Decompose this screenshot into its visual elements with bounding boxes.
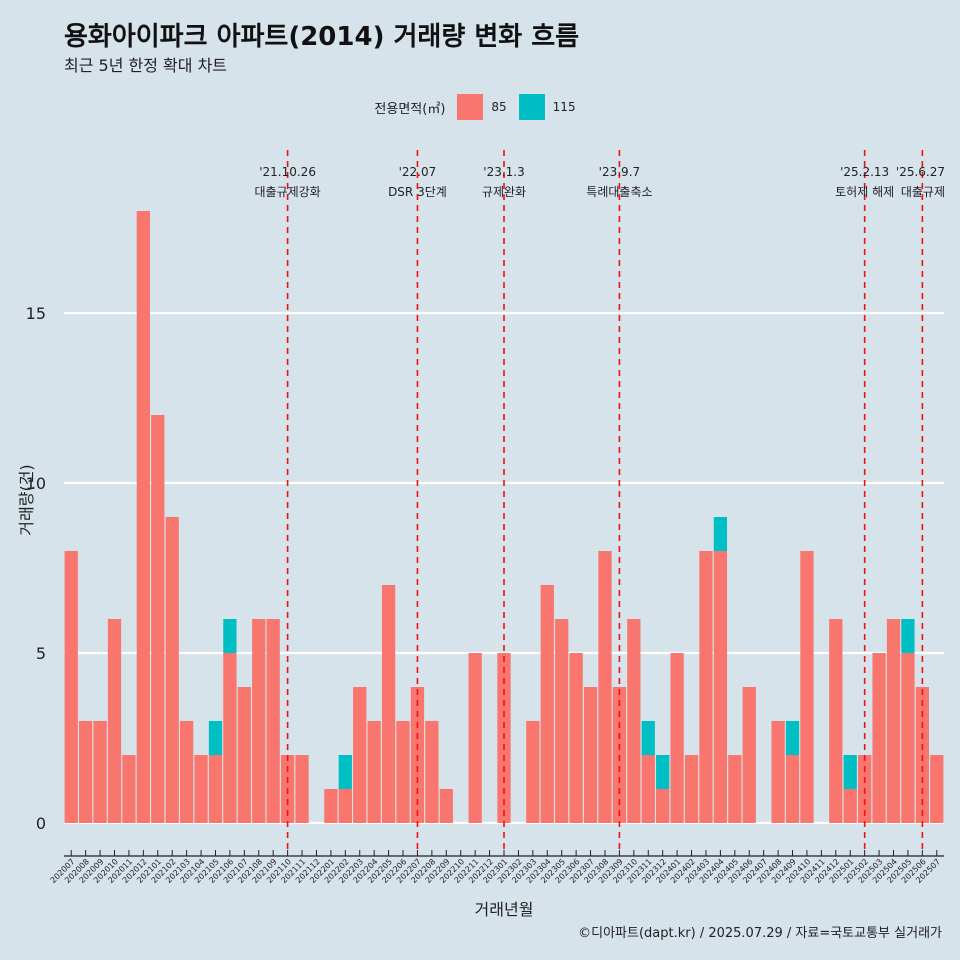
bar-202311-85: [641, 755, 655, 823]
bar-202310-85: [627, 619, 641, 823]
y-tick-label-10: 10: [26, 474, 46, 493]
event-date-1: '22.07: [399, 165, 437, 179]
bar-202303-85: [526, 721, 540, 823]
event-date-4: '25.2.13: [840, 165, 889, 179]
legend-item-115: 115: [518, 94, 586, 120]
bar-202412-85: [829, 619, 843, 823]
bar-202009-85: [93, 721, 107, 823]
event-label-5: 대출규제: [901, 185, 945, 199]
bar-202308-85: [598, 551, 612, 823]
bar-202406-85: [742, 687, 756, 823]
bar-202105-115: [208, 721, 223, 755]
bar-202208-85: [425, 721, 439, 823]
legend-item-85: 85: [457, 94, 516, 120]
bar-202104-85: [194, 755, 208, 823]
legend-key-85: [457, 94, 484, 120]
bar-202011-85: [122, 755, 136, 823]
bar-202504-85: [886, 619, 901, 823]
legend: 전용면적(㎡) 85 115: [0, 92, 960, 122]
bar-202205-85: [381, 585, 396, 823]
bar-202010-85: [107, 619, 122, 823]
bar-202108-85: [252, 619, 266, 823]
bar-202202-115: [338, 755, 352, 789]
event-date-2: '23.1.3: [483, 165, 524, 179]
bar-202312-85: [656, 789, 670, 823]
bar-202312-115: [656, 755, 670, 789]
legend-title: 전용면적(㎡): [374, 101, 446, 117]
event-label-2: 규제완화: [482, 185, 526, 199]
bar-202201-85: [324, 789, 338, 823]
bar-202305-85: [555, 619, 569, 823]
bar-202202-85: [338, 789, 352, 823]
bar-202505-85: [901, 653, 915, 823]
bar-202404-85: [713, 551, 728, 823]
bar-202007-85: [64, 551, 78, 823]
bar-202401-85: [670, 653, 684, 823]
bar-202103-85: [179, 721, 194, 823]
bar-202409-115: [785, 721, 800, 755]
chart-subtitle: 최근 5년 한정 확대 차트: [64, 56, 228, 75]
bar-202307-85: [583, 687, 598, 823]
bar-202409-85: [785, 755, 800, 823]
bar-202008-85: [79, 721, 93, 823]
bar-202402-85: [684, 755, 699, 823]
bar-202311-115: [641, 721, 655, 755]
bar-202111-85: [295, 755, 309, 823]
x-axis-title: 거래년월: [475, 900, 534, 919]
bar-202206-85: [396, 721, 410, 823]
bar-202203-85: [353, 687, 367, 823]
bar-202106-85: [223, 653, 237, 823]
bar-202503-85: [872, 653, 886, 823]
event-label-3: 특례대출축소: [586, 185, 652, 199]
legend-key-115: [518, 94, 545, 120]
bar-202107-85: [237, 687, 251, 823]
event-label-4: 토허제 해제: [835, 185, 894, 199]
bar-202505-115: [901, 619, 915, 653]
bar-202408-85: [771, 721, 785, 823]
bar-202204-85: [367, 721, 381, 823]
bar-202304-85: [540, 585, 554, 823]
bar-202012-85: [136, 211, 150, 823]
bar-202410-85: [800, 551, 814, 823]
event-label-1: DSR 3단계: [388, 185, 447, 199]
bar-202101-85: [151, 415, 165, 823]
bar-202507-85: [930, 755, 944, 823]
y-tick-label-15: 15: [26, 304, 46, 323]
event-label-0: 대출규제강화: [254, 185, 320, 199]
bar-202306-85: [569, 653, 583, 823]
source-caption: ©디아파트(dapt.kr) / 2025.07.29 / 자료=국토교통부 실…: [578, 926, 942, 941]
bar-202209-85: [439, 789, 453, 823]
chart-title: 용화아이파크 아파트(2014) 거래량 변화 흐름: [64, 22, 580, 52]
bar-202102-85: [165, 517, 179, 823]
bar-202106-115: [223, 619, 237, 653]
bar-202501-85: [843, 789, 857, 823]
legend-label-115: 115: [552, 100, 576, 114]
bar-202105-85: [208, 755, 223, 823]
y-tick-label-5: 5: [36, 644, 46, 663]
bar-202211-85: [468, 653, 482, 823]
bar-202403-85: [699, 551, 713, 823]
event-date-5: '25.6.27: [896, 165, 945, 179]
bar-202109-85: [266, 619, 280, 823]
y-axis-title: 거래량(건): [17, 464, 36, 535]
legend-label-85: 85: [491, 100, 507, 114]
event-date-3: '23.9.7: [599, 165, 640, 179]
bar-202405-85: [728, 755, 742, 823]
bar-202501-115: [843, 755, 857, 789]
y-tick-label-0: 0: [36, 814, 46, 833]
event-date-0: '21.10.26: [259, 165, 316, 179]
bar-202404-115: [713, 517, 728, 551]
